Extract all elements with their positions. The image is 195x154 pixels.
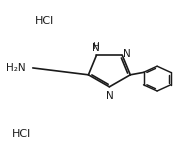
Text: HCl: HCl — [12, 130, 31, 140]
Text: HCl: HCl — [35, 16, 54, 26]
Text: N: N — [123, 49, 130, 59]
Text: N: N — [106, 91, 114, 101]
Text: H: H — [92, 42, 99, 51]
Text: N: N — [92, 43, 99, 53]
Text: H₂N: H₂N — [6, 63, 26, 73]
